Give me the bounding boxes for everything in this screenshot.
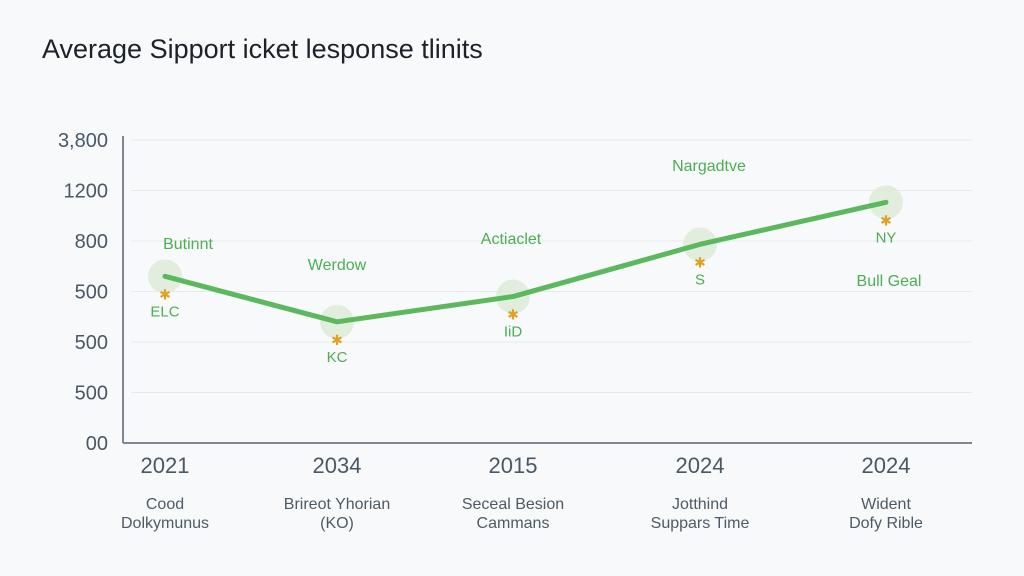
x-tick-label: 2024: [862, 453, 911, 478]
star-icon: ✱: [880, 212, 892, 228]
y-tick-label: 500: [75, 332, 108, 354]
category-label: Seceal Besion: [462, 496, 564, 513]
category-label: Dolkymunus: [121, 515, 209, 532]
y-tick-label: 00: [86, 433, 108, 455]
category-label: Dofy Rible: [849, 515, 923, 532]
x-tick-label: 2021: [141, 453, 190, 478]
x-tick-label: 2034: [313, 453, 362, 478]
y-tick-label: 800: [75, 231, 108, 253]
category-label: (KO): [320, 515, 354, 532]
point-label: NY: [876, 229, 897, 246]
star-icon: ✱: [159, 286, 171, 302]
x-tick-label: 2024: [676, 453, 725, 478]
y-tick-label: 500: [75, 383, 108, 405]
annotation-label: Bull Geal: [857, 273, 922, 290]
category-label: Cood: [146, 496, 184, 513]
annotation-label: Werdow: [308, 257, 367, 274]
point-label: S: [695, 271, 705, 288]
point-label: ELC: [150, 303, 179, 320]
point-label: KC: [327, 349, 348, 366]
annotation-label: Actiaclet: [481, 231, 542, 248]
star-icon: ✱: [694, 254, 706, 270]
x-tick-label: 2015: [489, 453, 538, 478]
y-tick-label: 1200: [64, 181, 109, 203]
category-label: Suppars Time: [651, 515, 750, 532]
category-label: Cammans: [477, 515, 550, 532]
y-tick-label: 3,800: [58, 130, 108, 152]
category-label: Wident: [861, 496, 911, 513]
chart-title: Average Sipport icket lesponse tlinits: [42, 34, 483, 64]
series-line: [162, 199, 889, 325]
annotation-label: Nargadtve: [672, 158, 746, 175]
category-label: Jotthind: [672, 496, 728, 513]
annotation-label: Butinnt: [163, 236, 213, 253]
star-icon: ✱: [331, 332, 343, 348]
point-label: IiD: [504, 324, 523, 341]
y-tick-label: 500: [75, 282, 108, 304]
star-icon: ✱: [507, 307, 519, 323]
category-label: Brireot Yhorian: [284, 496, 390, 513]
